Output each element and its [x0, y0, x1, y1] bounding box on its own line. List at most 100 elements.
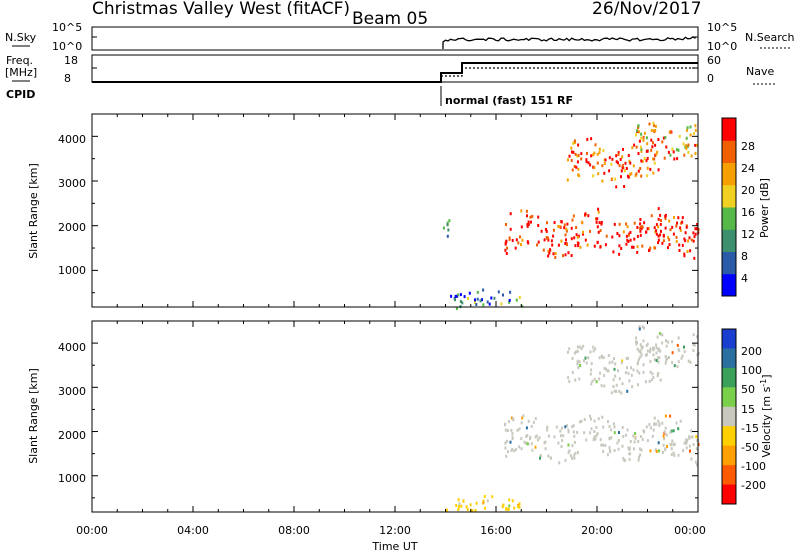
scatter-cell [513, 506, 516, 510]
scatter-cell [630, 172, 633, 176]
scatter-cell [520, 421, 523, 425]
scatter-cell [677, 348, 680, 352]
scatter-cell [526, 224, 529, 228]
scatter-cell [504, 248, 507, 252]
scatter-cell [602, 148, 605, 152]
scatter-cell [530, 220, 532, 224]
scatter-cell [653, 123, 655, 127]
scatter-cell [599, 229, 602, 233]
scatter-cell [536, 243, 538, 247]
scatter-cell [611, 177, 614, 181]
scatter-cell [657, 217, 660, 221]
scatter-cell [564, 425, 567, 429]
scatter-cell [575, 165, 578, 169]
scatter-cell [671, 340, 674, 344]
scatter-cell [677, 336, 680, 340]
scatter-cell [658, 332, 661, 335]
scatter-cell [587, 161, 590, 165]
scatter-cell [565, 229, 568, 233]
power-colorbar: 28 24 20 16 12 8 4 Power [dB] [721, 117, 771, 297]
scatter-cell [576, 154, 579, 158]
scatter-cell [683, 345, 685, 349]
scatter-cell [676, 157, 679, 161]
scatter-cell [567, 350, 569, 354]
velocity-panel: Slant Range [km] 1000 2000 3000 4000 [27, 320, 700, 513]
scatter-cell [603, 374, 606, 377]
scatter-cell [668, 238, 671, 242]
scatter-cell [554, 252, 557, 255]
scatter-cell [638, 325, 641, 329]
scatter-cell [567, 430, 570, 434]
scatter-cell [446, 223, 449, 227]
power-ytick-1000: 1000 [58, 264, 86, 277]
scatter-cell [641, 325, 644, 329]
scatter-cell [482, 499, 485, 503]
scatter-cell [633, 237, 636, 241]
scatter-cell [618, 252, 621, 256]
scatter-cell [519, 235, 521, 239]
scatter-cell [592, 165, 595, 169]
scatter-cell [658, 449, 660, 453]
scatter-cell [505, 454, 508, 458]
scatter-cell [599, 245, 602, 249]
scatter-cell [652, 157, 655, 161]
scatter-cell [600, 443, 603, 447]
scatter-cell [602, 425, 605, 429]
scatter-cell [642, 339, 645, 343]
scatter-cell [656, 150, 659, 154]
scatter-cell [659, 233, 662, 237]
noise-panel: N.Sky 10^5 10^0 10^5 10^0 N.Search [5, 21, 795, 53]
scatter-cell [597, 230, 600, 234]
scatter-cell [571, 425, 574, 429]
scatter-cell [695, 435, 698, 439]
scatter-cell [548, 251, 551, 255]
scatter-cell [664, 226, 667, 230]
scatter-cell [692, 132, 695, 136]
scatter-cell [560, 445, 563, 448]
scatter-cell [539, 454, 542, 458]
scatter-cell [683, 441, 686, 445]
scatter-cell [694, 227, 697, 231]
scatter-cell [618, 234, 621, 238]
scatter-cell [570, 454, 572, 458]
scatter-cell [677, 360, 680, 364]
scatter-cell [622, 147, 624, 151]
scatter-cell [580, 152, 583, 156]
scatter-cell [607, 420, 609, 424]
scatter-cell [446, 234, 449, 238]
scatter-cell [515, 298, 518, 302]
scatter-cell [618, 431, 620, 434]
scatter-cell [509, 440, 512, 444]
scatter-cell [661, 140, 664, 144]
scatter-cell [445, 508, 448, 512]
velocity-colorbar-segment [722, 367, 736, 388]
scatter-cell [627, 446, 630, 450]
scatter-cell [689, 133, 692, 137]
velocity-colorbar: 200 100 50 15 -15 -50 -100 -200 Velocity… [721, 328, 773, 505]
power-cbar-tick-8: 8 [741, 250, 748, 263]
scatter-cell [673, 216, 675, 219]
scatter-cell [454, 298, 456, 302]
scatter-cell [648, 122, 651, 126]
scatter-cell [657, 441, 660, 445]
scatter-cell [604, 243, 607, 247]
power-cbar-tick-16: 16 [741, 206, 755, 219]
scatter-cell [664, 447, 667, 451]
scatter-cell [482, 303, 485, 307]
scatter-cell [608, 446, 611, 450]
scatter-cell [689, 449, 691, 453]
velocity-data [445, 325, 700, 513]
scatter-cell [507, 507, 510, 511]
scatter-cell [638, 139, 641, 143]
scatter-cell [518, 427, 521, 431]
scatter-cell [625, 433, 628, 437]
scatter-cell [653, 161, 656, 165]
scatter-cell [648, 379, 651, 383]
scatter-cell [626, 225, 629, 229]
scatter-cell [578, 377, 581, 381]
scatter-cell [681, 216, 684, 220]
scatter-cell [566, 178, 569, 182]
scatter-cell [697, 228, 700, 232]
scatter-cell [585, 438, 588, 442]
scatter-cell [616, 232, 619, 235]
